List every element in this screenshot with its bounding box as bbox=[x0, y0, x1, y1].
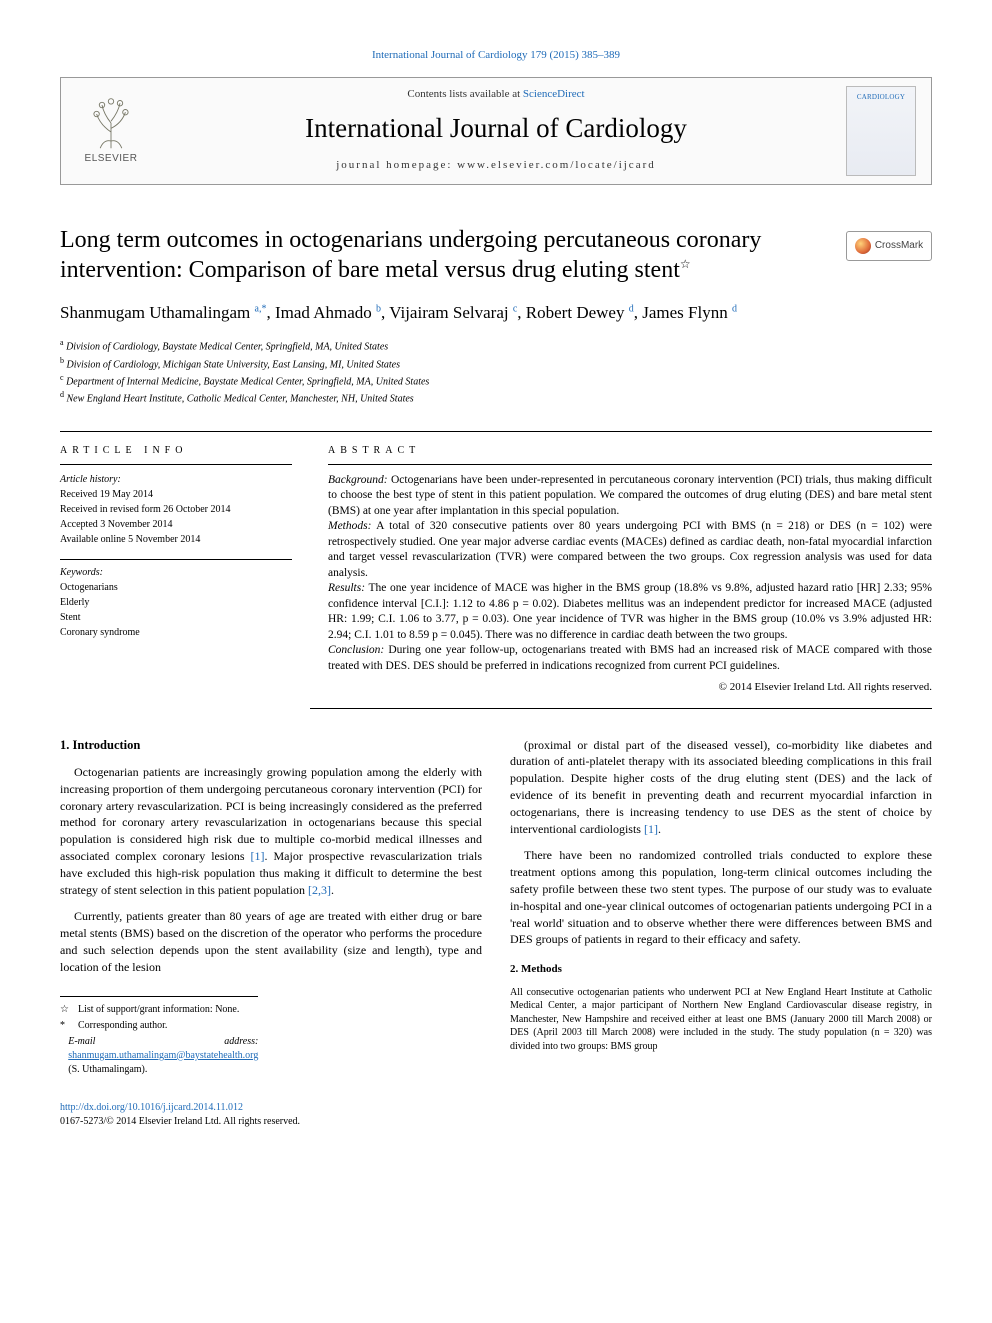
page-footer: http://dx.doi.org/10.1016/j.ijcard.2014.… bbox=[60, 1101, 932, 1129]
elsevier-tree-icon bbox=[84, 96, 138, 150]
crossmark-icon bbox=[855, 238, 871, 254]
footnote-corresponding: Corresponding author. bbox=[78, 1019, 167, 1033]
footnote-email: E-mail address: shanmugam.uthamalingam@b… bbox=[68, 1035, 258, 1077]
footnote-symbol: * bbox=[60, 1019, 72, 1033]
history-item: Received in revised form 26 October 2014 bbox=[60, 502, 292, 517]
cover-label: CARDIOLOGY bbox=[857, 93, 905, 103]
keywords-label: Keywords: bbox=[60, 566, 292, 580]
article-info-heading: article info bbox=[60, 444, 292, 465]
body-paragraph: There have been no randomized controlled… bbox=[510, 847, 932, 948]
journal-header: ELSEVIER Contents lists available at Sci… bbox=[60, 77, 932, 185]
publisher-name: ELSEVIER bbox=[85, 152, 138, 166]
body-paragraph: (proximal or distal part of the diseased… bbox=[510, 737, 932, 838]
affiliation: d New England Heart Institute, Catholic … bbox=[60, 389, 932, 406]
homepage-link[interactable]: www.elsevier.com/locate/ijcard bbox=[457, 159, 656, 171]
issn-copyright: 0167-5273/© 2014 Elsevier Ireland Ltd. A… bbox=[60, 1116, 300, 1127]
abstract-copyright: © 2014 Elsevier Ireland Ltd. All rights … bbox=[328, 680, 932, 695]
email-link[interactable]: shanmugam.uthamalingam@baystatehealth.or… bbox=[68, 1050, 258, 1061]
keyword: Stent bbox=[60, 610, 292, 625]
abstract-heading: abstract bbox=[328, 444, 932, 465]
body-column-right: (proximal or distal part of the diseased… bbox=[510, 737, 932, 1079]
keyword: Elderly bbox=[60, 595, 292, 610]
author-list: Shanmugam Uthamalingam a,*, Imad Ahmado … bbox=[60, 301, 932, 325]
author: Imad Ahmado b bbox=[275, 303, 381, 322]
article-title: Long term outcomes in octogenarians unde… bbox=[60, 225, 826, 285]
body-paragraph: Octogenarian patients are increasingly g… bbox=[60, 764, 482, 898]
body-paragraph: Currently, patients greater than 80 year… bbox=[60, 908, 482, 975]
publisher-logo: ELSEVIER bbox=[61, 78, 161, 184]
author: Shanmugam Uthamalingam a,* bbox=[60, 303, 266, 322]
affiliation-list: a Division of Cardiology, Baystate Medic… bbox=[60, 337, 932, 406]
crossmark-badge[interactable]: CrossMark bbox=[846, 231, 932, 261]
author: Vijairam Selvaraj c bbox=[389, 303, 517, 322]
history-label: Article history: bbox=[60, 473, 292, 487]
doi-link[interactable]: http://dx.doi.org/10.1016/j.ijcard.2014.… bbox=[60, 1102, 243, 1113]
footnote-grant: List of support/grant information: None. bbox=[78, 1003, 239, 1017]
affiliation: b Division of Cardiology, Michigan State… bbox=[60, 355, 932, 372]
contents-lists-line: Contents lists available at ScienceDirec… bbox=[171, 87, 821, 102]
affiliation: a Division of Cardiology, Baystate Medic… bbox=[60, 337, 932, 354]
homepage-prefix: journal homepage: bbox=[336, 159, 457, 171]
section-heading-introduction: 1. Introduction bbox=[60, 737, 482, 755]
history-item: Received 19 May 2014 bbox=[60, 487, 292, 502]
article-info-panel: article info Article history: Received 1… bbox=[60, 432, 310, 709]
journal-cover: CARDIOLOGY bbox=[831, 78, 931, 184]
abstract-text: Background: Octogenarians have been unde… bbox=[328, 473, 932, 675]
section-heading-methods: 2. Methods bbox=[510, 962, 932, 977]
contents-prefix: Contents lists available at bbox=[407, 88, 522, 100]
keyword: Octogenarians bbox=[60, 580, 292, 595]
author: Robert Dewey d bbox=[526, 303, 634, 322]
body-column-left: 1. Introduction Octogenarian patients ar… bbox=[60, 737, 482, 1079]
keyword: Coronary syndrome bbox=[60, 625, 292, 640]
affiliation: c Department of Internal Medicine, Bayst… bbox=[60, 372, 932, 389]
footnotes: ☆ List of support/grant information: None… bbox=[60, 996, 258, 1077]
history-item: Accepted 3 November 2014 bbox=[60, 517, 292, 532]
author: James Flynn d bbox=[642, 303, 737, 322]
methods-paragraph: All consecutive octogenarian patients wh… bbox=[510, 986, 932, 1054]
article-title-text: Long term outcomes in octogenarians unde… bbox=[60, 227, 761, 283]
sciencedirect-link[interactable]: ScienceDirect bbox=[523, 88, 585, 100]
journal-homepage: journal homepage: www.elsevier.com/locat… bbox=[171, 158, 821, 173]
footnote-symbol: ☆ bbox=[60, 1003, 72, 1017]
abstract-panel: abstract Background: Octogenarians have … bbox=[310, 432, 932, 709]
history-item: Available online 5 November 2014 bbox=[60, 532, 292, 547]
journal-reference: International Journal of Cardiology 179 … bbox=[60, 48, 932, 63]
journal-title: International Journal of Cardiology bbox=[171, 110, 821, 148]
crossmark-label: CrossMark bbox=[875, 239, 923, 253]
title-footnote-marker: ☆ bbox=[680, 257, 691, 271]
